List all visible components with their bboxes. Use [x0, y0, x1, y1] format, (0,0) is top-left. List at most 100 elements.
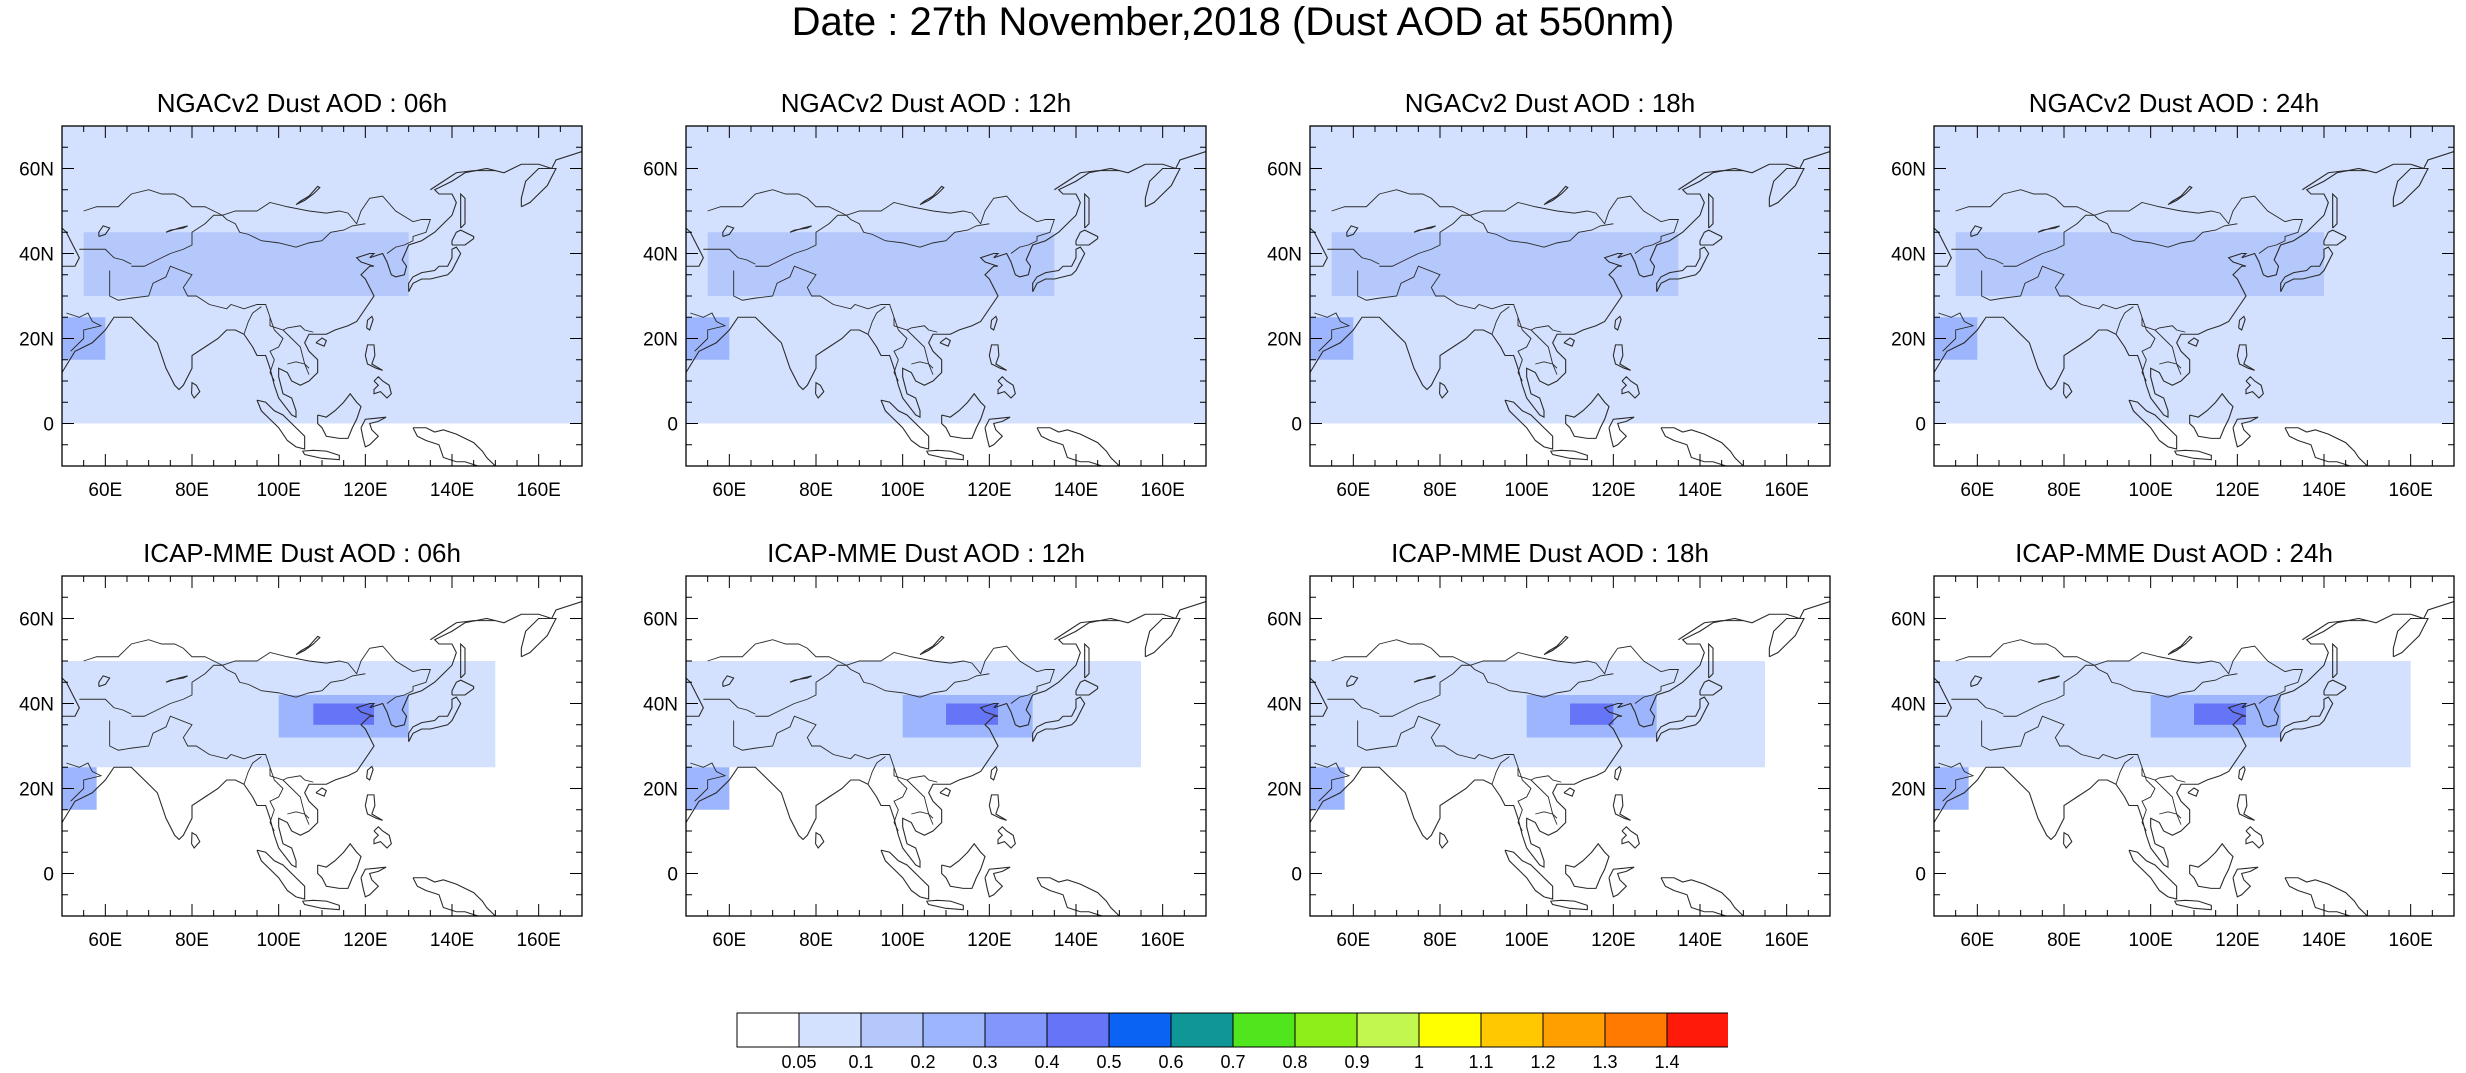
country-border	[282, 329, 310, 375]
coastline	[1144, 617, 1181, 658]
coastline	[256, 849, 306, 900]
coastline	[988, 344, 1007, 371]
colorbar-tick-label: 1.3	[1592, 1052, 1618, 1072]
lat-tick-label: 20N	[19, 780, 54, 801]
country-border	[2154, 329, 2182, 375]
coastline	[1543, 635, 1569, 656]
country-border	[1314, 312, 1351, 352]
coastline	[1054, 620, 1120, 641]
lat-tick-label: 20N	[1267, 780, 1302, 801]
coastline	[939, 787, 952, 797]
coastline	[1084, 642, 1090, 679]
coastline	[373, 825, 392, 849]
country-border	[1331, 639, 1471, 666]
coastline	[302, 899, 340, 911]
colorbar-box	[1356, 1012, 1420, 1048]
country-border	[2159, 361, 2182, 369]
coastline	[1504, 849, 1554, 900]
colorbar-box	[984, 1012, 1048, 1048]
colorbar-tick-label: 0.9	[1344, 1052, 1370, 1072]
lat-tick-label: 20N	[1267, 330, 1302, 351]
country-border	[2115, 306, 2134, 335]
colorbar-box	[1666, 1012, 1728, 1048]
coastline	[722, 225, 735, 238]
country-border	[2003, 645, 2303, 717]
country-border	[906, 779, 934, 825]
lon-tick-label: 100E	[2128, 480, 2172, 501]
map-plot: 60E 80E 100E 120E 140E 160E 60N 40N 20N 0	[643, 125, 1207, 501]
lon-tick-label: 80E	[1423, 930, 1457, 951]
country-border	[2003, 195, 2303, 267]
coastline	[2332, 192, 2338, 229]
country-border	[2141, 317, 2156, 382]
coastline	[1144, 167, 1181, 208]
lon-tick-label: 100E	[880, 930, 924, 951]
lat-tick-label: 60N	[1891, 610, 1926, 631]
coastline	[2323, 229, 2347, 246]
lon-tick-label: 140E	[1054, 480, 1098, 501]
country-border	[1470, 664, 1614, 698]
lat-tick-label: 60N	[1267, 160, 1302, 181]
country-border	[1938, 312, 1975, 352]
map-plot: 60E 80E 100E 120E 140E 160E 60N 40N 20N 0	[1891, 575, 2455, 951]
country-border	[131, 645, 431, 717]
coastline	[1934, 150, 2454, 419]
colorbar-box	[1046, 1012, 1110, 1048]
coastline	[1768, 617, 1805, 658]
country-border	[1530, 329, 1558, 375]
coastline	[1439, 831, 1449, 849]
coastline	[2302, 170, 2368, 191]
country-border	[269, 767, 284, 832]
coastline	[1656, 696, 1710, 742]
lon-tick-label: 100E	[1504, 480, 1548, 501]
colorbar-tick-label: 1.2	[1530, 1052, 1556, 1072]
panel-title: ICAP-MME Dust AOD : 24h	[2015, 538, 2333, 568]
coastline	[1346, 225, 1359, 238]
country-border	[1491, 306, 1510, 335]
coastline	[451, 679, 475, 696]
coastline	[364, 344, 383, 371]
lon-tick-label: 80E	[799, 480, 833, 501]
country-border	[2094, 214, 2238, 248]
lon-tick-label: 60E	[88, 480, 122, 501]
coastline	[2302, 620, 2368, 641]
colorbar-tick-label: 0.8	[1282, 1052, 1308, 1072]
coastline	[315, 787, 328, 797]
coastline	[1439, 381, 1449, 399]
coastline	[98, 225, 111, 238]
aod-cell-core	[2194, 703, 2246, 725]
coastline	[1660, 427, 1745, 466]
lat-tick-label: 60N	[1267, 610, 1302, 631]
coastline	[1563, 787, 1576, 797]
lon-tick-label: 120E	[2215, 480, 2259, 501]
coastline	[1075, 229, 1099, 246]
colorbar-box	[1542, 1012, 1606, 1048]
country-border	[287, 811, 310, 819]
coastline	[1504, 399, 1554, 450]
country-border	[1955, 639, 2095, 666]
lon-tick-label: 120E	[343, 480, 387, 501]
aod-cell-core	[946, 703, 998, 725]
coastline	[1543, 185, 1569, 206]
country-border	[1331, 189, 1471, 216]
aod-field	[62, 126, 582, 466]
coastline	[1310, 600, 1830, 869]
country-border	[79, 698, 132, 715]
country-border	[1314, 762, 1351, 802]
colorbar-box	[736, 1012, 800, 1048]
country-border	[386, 242, 409, 254]
coastline	[62, 600, 582, 869]
coastline	[430, 620, 496, 641]
coastline	[317, 392, 362, 439]
lat-tick-label: 40N	[643, 695, 678, 716]
country-border	[867, 756, 886, 785]
colorbar-tick-label: 1.1	[1468, 1052, 1494, 1072]
country-border	[867, 306, 886, 335]
coastline	[98, 675, 111, 688]
lat-tick-label: 0	[1915, 865, 1926, 886]
lon-tick-label: 80E	[2047, 480, 2081, 501]
lon-tick-label: 80E	[2047, 930, 2081, 951]
coastline	[1563, 337, 1576, 347]
coastline	[1036, 877, 1121, 916]
country-border	[846, 664, 990, 698]
